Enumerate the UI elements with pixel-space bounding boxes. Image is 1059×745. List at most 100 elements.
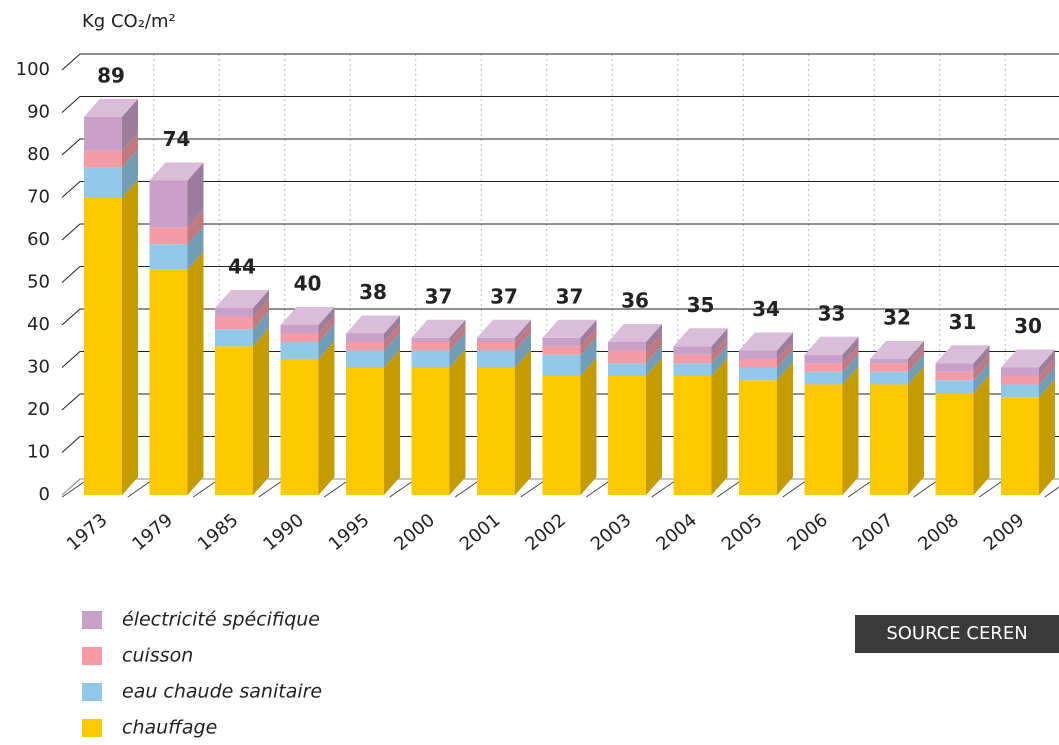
bar-front	[1001, 397, 1039, 495]
x-tick-label: 2009	[980, 510, 1029, 556]
bar-top	[935, 345, 990, 364]
bar-front	[870, 363, 908, 372]
bar-segment	[870, 366, 924, 495]
bar-front	[1001, 376, 1039, 385]
bar-side	[187, 209, 204, 245]
bar-front	[215, 316, 253, 330]
bar-top	[411, 319, 466, 338]
bar-front	[542, 354, 581, 376]
floor-tick	[323, 478, 351, 498]
bar-segment	[870, 345, 924, 372]
bar-front	[608, 350, 646, 364]
source: SOURCE CEREN	[886, 623, 1027, 644]
bar-segment	[477, 319, 531, 342]
bar-front	[739, 380, 777, 495]
grid-line	[61, 266, 1059, 283]
bar-front	[477, 367, 515, 495]
bar-front	[804, 371, 843, 385]
y-tick-label: 70	[27, 187, 50, 208]
bar-segment	[608, 358, 662, 495]
bar-side	[384, 349, 400, 495]
bar-top	[870, 341, 924, 359]
bar-segment	[411, 332, 466, 368]
y-tick-label: 20	[27, 399, 50, 420]
y-tick-label: 60	[27, 229, 50, 250]
bar-front	[477, 337, 515, 342]
bar-front	[739, 367, 777, 381]
bar-front	[935, 363, 974, 372]
floor-tick	[1044, 486, 1059, 498]
bar-segment	[935, 345, 990, 372]
bar-segment	[215, 290, 269, 317]
bar-front	[870, 371, 908, 385]
bar-top	[673, 328, 728, 347]
x-tick-label: 2005	[718, 510, 767, 556]
bar-segment	[149, 226, 204, 270]
floor-tick	[913, 478, 941, 498]
bar-side	[515, 332, 531, 368]
bar-segment	[346, 324, 400, 351]
bar-side	[318, 315, 335, 342]
bar-segment	[280, 324, 335, 359]
bar-segment	[477, 349, 531, 495]
x-tick-label: 2002	[521, 510, 570, 556]
bar-segment	[477, 324, 531, 351]
floor-tick	[61, 478, 89, 498]
bar-front	[804, 354, 843, 364]
bar-side	[187, 226, 204, 270]
bar-segment	[542, 358, 597, 495]
bar-side	[253, 328, 269, 495]
bar-front	[411, 337, 450, 342]
bar-front	[215, 329, 253, 347]
bar-segment	[280, 307, 335, 334]
total-label: 31	[949, 310, 977, 334]
bar-front	[346, 342, 384, 351]
bar-segment	[739, 349, 793, 381]
total-label: 44	[228, 255, 256, 279]
x-tick-label: 1990	[259, 510, 308, 556]
floor-tick	[651, 478, 679, 498]
y-axis-label: Kg CO₂/m²	[82, 11, 176, 32]
bar-segment	[608, 332, 662, 364]
bar-side	[253, 311, 269, 347]
bar-segment	[1001, 379, 1055, 495]
bar-front	[608, 342, 646, 351]
bar-side	[122, 98, 138, 151]
bar-segment	[84, 132, 138, 168]
bar-side	[842, 336, 859, 364]
bar-top	[346, 315, 400, 334]
bar-side	[318, 341, 335, 495]
bar-side	[777, 349, 793, 381]
bar-side	[253, 298, 269, 330]
bar-front	[1001, 384, 1039, 398]
bar-segment	[346, 315, 400, 342]
y-tick-label: 50	[27, 272, 50, 293]
floor-tick	[782, 478, 810, 498]
bar-front	[84, 197, 122, 495]
bar-segment	[149, 209, 204, 245]
bar-segment	[149, 251, 204, 495]
bar-segment	[149, 162, 204, 228]
bar-front	[673, 346, 712, 355]
bar-front	[608, 363, 646, 376]
grid-line	[61, 223, 1059, 241]
bar-segment	[215, 328, 269, 495]
bar-front	[935, 371, 974, 381]
total-label: 33	[818, 301, 846, 325]
bar-side	[1039, 379, 1055, 495]
bar-front	[84, 167, 122, 198]
bar-front	[280, 342, 319, 359]
bar-segment	[1001, 366, 1055, 398]
bar-segment	[870, 341, 924, 364]
bar-side	[908, 353, 924, 385]
bar-front	[215, 308, 253, 317]
bar-side	[515, 324, 531, 351]
bar-top	[84, 98, 138, 117]
legend-swatch	[82, 683, 102, 701]
bar-front	[411, 350, 450, 368]
y-tick-label: 100	[16, 59, 50, 80]
bar-segment	[608, 345, 662, 376]
bar-front	[870, 384, 908, 495]
bar-segment	[935, 353, 990, 381]
bar-segment	[1001, 358, 1055, 385]
